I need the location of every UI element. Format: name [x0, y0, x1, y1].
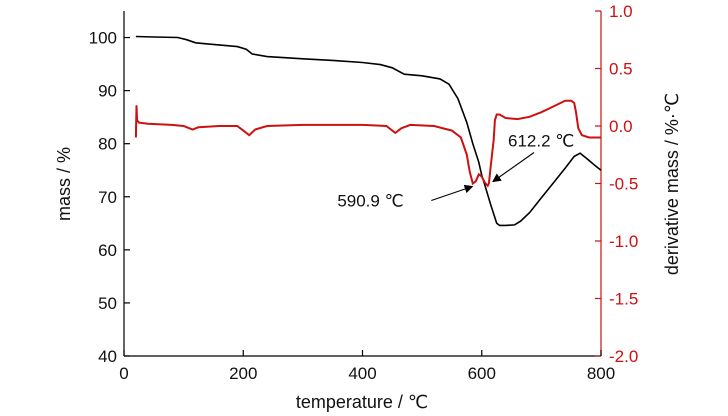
left-tick-label: 60 — [98, 241, 117, 260]
left-tick-label: 80 — [98, 135, 117, 154]
x-axis-title: temperature / ℃ — [296, 392, 428, 412]
bottom-tick-label: 600 — [468, 364, 496, 383]
bottom-tick-label: 400 — [348, 364, 376, 383]
annotation-label-1: 590.9 ℃ — [337, 192, 403, 211]
annotation-label-2: 612.2 ℃ — [508, 132, 574, 151]
left-tick-label: 100 — [89, 29, 117, 48]
right-tick-label: 0.0 — [609, 117, 633, 136]
bottom-tick-label: 0 — [119, 364, 128, 383]
right-axis-ticks: 1.0 0.5 0.0 -0.5 -1.0 -1.5 -2.0 — [595, 2, 638, 366]
left-axis-ticks: 40 50 60 70 80 90 100 — [89, 29, 130, 366]
annotation-arrow-1 — [431, 184, 474, 202]
derivative-series-line — [134, 99, 601, 188]
right-tick-label: -1.0 — [609, 232, 638, 251]
left-tick-label: 90 — [98, 82, 117, 101]
y-axis-title-left: mass / % — [54, 147, 74, 221]
left-tick-label: 40 — [98, 347, 117, 366]
bottom-tick-label: 800 — [587, 364, 615, 383]
y-axis-title-right: derivative mass / %·℃ — [662, 93, 682, 275]
left-tick-label: 70 — [98, 188, 117, 207]
left-tick-label: 50 — [98, 294, 117, 313]
mass-series-line — [135, 35, 602, 227]
bottom-axis-ticks: 0 200 400 600 800 — [119, 350, 615, 383]
right-tick-label: -0.5 — [609, 175, 638, 194]
right-tick-label: -2.0 — [609, 347, 638, 366]
right-tick-label: 0.5 — [609, 60, 633, 79]
annotation-arrow-2 — [492, 152, 535, 183]
right-tick-label: -1.5 — [609, 290, 638, 309]
bottom-tick-label: 200 — [229, 364, 257, 383]
peak-annotations: 590.9 ℃ 612.2 ℃ — [337, 132, 574, 211]
right-tick-label: 1.0 — [609, 2, 633, 21]
